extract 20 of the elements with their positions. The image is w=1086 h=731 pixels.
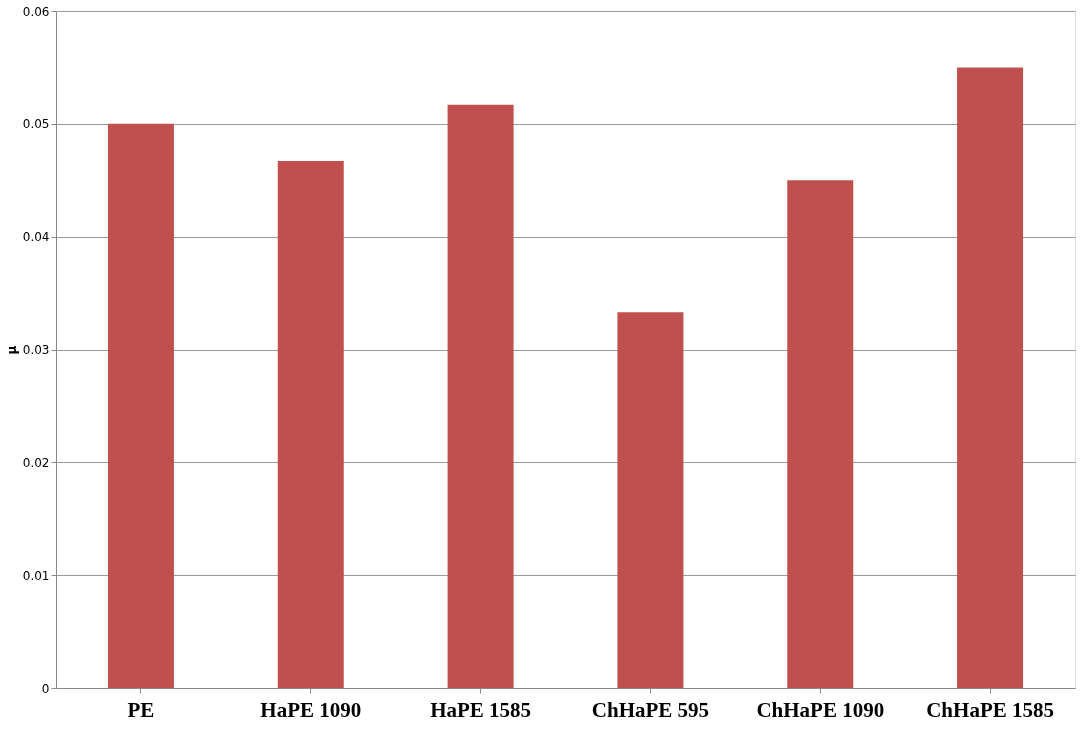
x-tick-label: ChHaPE 595 [591, 697, 710, 722]
bar [617, 312, 684, 688]
y-tick-label: 0.03 [22, 343, 50, 357]
bar [787, 180, 854, 688]
x-tick-label: ChHaPE 1585 [926, 697, 1054, 722]
bar [107, 123, 174, 688]
y-tick-label: 0.01 [22, 568, 50, 583]
bar [447, 104, 514, 688]
bar [957, 67, 1024, 688]
x-tick-label: HaPE 1090 [260, 697, 362, 722]
y-axis-title: μ [4, 345, 19, 355]
y-tick-label: 0.05 [22, 117, 50, 132]
bar [277, 161, 344, 688]
x-tick-label: PE [127, 697, 155, 722]
y-tick-label: 0.04 [22, 230, 50, 245]
y-tick-label: 0.02 [22, 455, 50, 470]
x-tick-label: HaPE 1585 [430, 697, 532, 722]
y-tick-label: 0 [41, 681, 50, 696]
y-tick-label: 0.06 [22, 4, 50, 19]
x-tick-label: ChHaPE 1090 [756, 697, 885, 722]
